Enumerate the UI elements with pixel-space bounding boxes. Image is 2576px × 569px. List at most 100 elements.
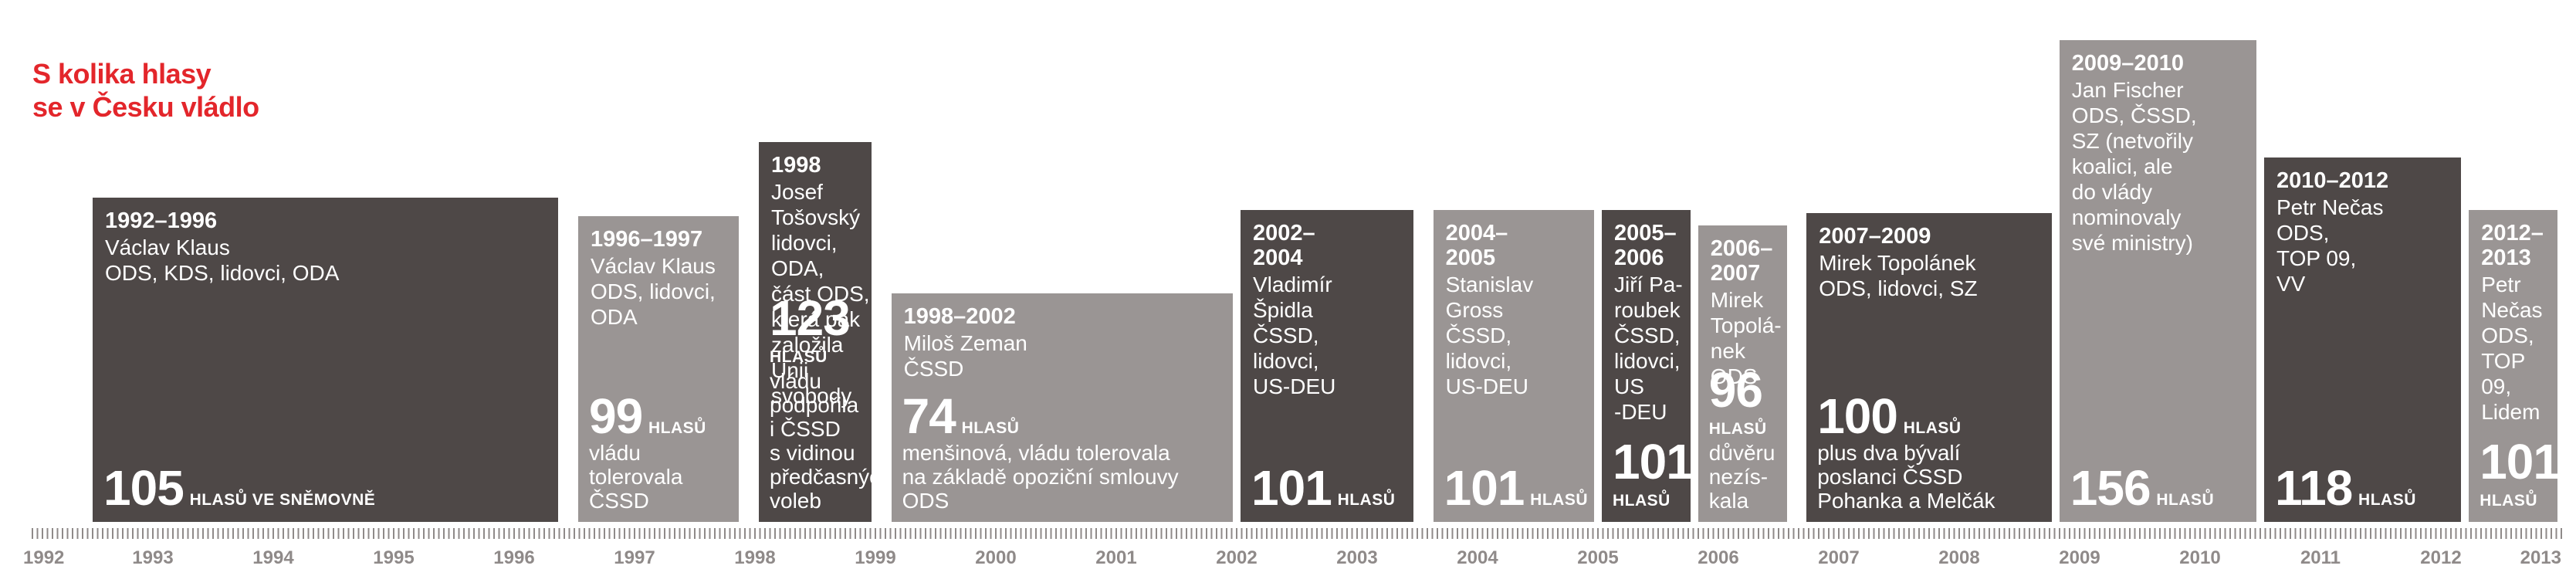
vote-count: 101 HLASŮ — [1444, 463, 1588, 513]
vote-number: 96 — [1708, 362, 1763, 418]
axis-year-label: 1997 — [614, 547, 655, 568]
vote-label: HLASŮ — [1337, 491, 1396, 509]
vote-label: HLASŮ — [1903, 419, 1962, 437]
coalition-parties: ODS — [1710, 364, 1758, 388]
vote-label: HLASŮ — [1530, 491, 1588, 509]
vote-number: 123 — [770, 290, 851, 346]
government-description: Petr Nečas ODS, TOP 09, Lidem — [2481, 272, 2542, 425]
vote-number: 101 — [1251, 460, 1332, 516]
government-years: 2005– 2006 — [1614, 221, 1677, 270]
government-description: Václav Klaus ODS, lidovci, ODA — [591, 253, 716, 330]
vote-count: 101 HLASŮ — [1613, 437, 1691, 513]
vote-note: vládu tolerovala ČSSD — [589, 441, 683, 513]
government-block: 2006– 2007 Mirek Topolá- nek ODS 96 HLASŮ dův… — [1698, 225, 1787, 522]
coalition-parties: ČSSD, lidovci, US -DEU — [1614, 323, 1681, 424]
vote-label: HLASŮ — [961, 419, 1020, 437]
axis-year-label: 2006 — [1698, 547, 1738, 568]
coalition-parties: ODS, lidovci, SZ — [1819, 276, 1978, 300]
government-block: 2009–2010 Jan Fischer ODS, ČSSD, SZ (netvo… — [2059, 40, 2256, 522]
axis-year-label: 2009 — [2059, 547, 2100, 568]
government-block: 1996–1997 Václav Klaus ODS, lidovci, ODA 99… — [578, 216, 740, 522]
chart-title: S kolika hlasy se v Česku vládlo — [32, 57, 259, 124]
government-block: 2002– 2004 Vladimír Špidla ČSSD, lidovci, … — [1241, 210, 1413, 522]
vote-number: 105 — [103, 460, 184, 516]
vote-count: 118 HLASŮ — [2275, 463, 2416, 513]
axis-year-label: 1994 — [252, 547, 294, 568]
coalition-parties: lidovci, ODA, část ODS, která pak založi… — [771, 231, 870, 408]
axis-year-label: 1996 — [493, 547, 534, 568]
government-years: 2007–2009 — [1819, 224, 1931, 249]
axis-year-label: 2003 — [1336, 547, 1377, 568]
axis-year-label: 2005 — [1577, 547, 1618, 568]
government-block: 1998–2002 Miloš Zeman ČSSD 74 HLASŮ menšinov… — [891, 293, 1233, 522]
vote-number: 101 — [1613, 434, 1691, 489]
vote-label: HLASŮ — [770, 348, 828, 366]
axis-year-label: 2004 — [1457, 547, 1498, 568]
prime-minister: Jan Fischer — [2071, 78, 2184, 102]
government-years: 2009–2010 — [2071, 51, 2184, 76]
government-block: 2010–2012 Petr Nečas ODS, TOP 09, VV 118 HL… — [2264, 157, 2462, 522]
government-years: 1998–2002 — [903, 304, 1016, 329]
prime-minister: Vladimír Špidla — [1253, 273, 1332, 322]
vote-number: 156 — [2070, 460, 2151, 516]
axis-year-label: 2000 — [975, 547, 1016, 568]
axis-year-label: 1999 — [855, 547, 895, 568]
vote-note: menšinová, vládu tolerovala na základě o… — [902, 441, 1179, 513]
government-description: Vladimír Špidla ČSSD, lidovci, US-DEU — [1253, 272, 1335, 399]
government-description: Jiří Pa- roubek ČSSD, lidovci, US -DEU — [1614, 272, 1683, 425]
chart-title-line-1: S kolika hlasy — [32, 58, 212, 90]
prime-minister: Mirek Topolá- nek — [1710, 288, 1782, 363]
axis-year-label: 1993 — [132, 547, 173, 568]
vote-count: 156 HLASŮ — [2070, 463, 2214, 513]
vote-label: HLASŮ — [1708, 420, 1767, 438]
vote-label: HLASŮ VE SNĚMOVNĚ — [189, 491, 376, 509]
vote-label: HLASŮ — [2156, 491, 2215, 509]
government-description: Miloš Zeman ČSSD — [904, 330, 1027, 381]
vote-note: vládu podpořila i ČSSD s vidinou předčas… — [770, 369, 872, 513]
vote-number: 118 — [2275, 460, 2353, 516]
coalition-parties: ČSSD, lidovci, US-DEU — [1253, 323, 1336, 398]
government-years: 2004– 2005 — [1445, 221, 1508, 270]
vote-count: 99 HLASŮ vládu tolerovala ČSSD — [589, 391, 706, 513]
coalition-parties: ODS, TOP 09, VV — [2276, 221, 2357, 296]
government-description: Josef Tošovský lidovci, ODA, část ODS, kt… — [771, 179, 872, 408]
government-description: Václav Klaus ODS, KDS, lidovci, ODA — [105, 235, 339, 286]
vote-count: 100 HLASŮ plus dva bývalí poslanci ČSSD P… — [1817, 391, 1995, 513]
prime-minister: Stanislav Gross — [1445, 273, 1534, 322]
prime-minister: Josef Tošovský — [771, 180, 861, 229]
vote-number: 101 — [1444, 460, 1525, 516]
government-block: 1998 Josef Tošovský lidovci, ODA, část ODS… — [759, 142, 872, 522]
axis-year-label: 2013 — [2520, 547, 2561, 568]
government-block: 2004– 2005 Stanislav Gross ČSSD, lidovci, … — [1433, 210, 1594, 522]
axis-year-label: 2007 — [1818, 547, 1859, 568]
vote-note: důvěru nezís- kala — [1708, 441, 1775, 513]
coalition-parties: ODS, ČSSD, SZ (netvořily koalici, ale do… — [2071, 103, 2197, 255]
vote-number: 100 — [1817, 388, 1898, 444]
government-years: 1996–1997 — [591, 227, 703, 252]
government-block: 1992–1996 Václav Klaus ODS, KDS, lidovci, … — [93, 198, 559, 522]
coalition-parties: ODS, KDS, lidovci, ODA — [105, 261, 340, 285]
chart-title-line-2: se v Česku vládlo — [32, 91, 259, 123]
prime-minister: Václav Klaus — [105, 235, 230, 259]
government-description: Jan Fischer ODS, ČSSD, SZ (netvořily koal… — [2072, 77, 2197, 256]
government-years: 1998 — [771, 153, 821, 178]
vote-number: 99 — [589, 388, 643, 444]
axis-year-label: 2012 — [2420, 547, 2461, 568]
axis-year-label: 1992 — [23, 547, 64, 568]
vote-label: HLASŮ — [2480, 492, 2538, 510]
axis-year-label: 2002 — [1216, 547, 1257, 568]
vote-label: HLASŮ — [2358, 491, 2416, 509]
government-years: 2006– 2007 — [1710, 236, 1773, 286]
government-years: 1992–1996 — [105, 208, 218, 233]
government-years: 2010–2012 — [2276, 168, 2389, 193]
prime-minister: Mirek Topolánek — [1819, 251, 1976, 275]
prime-minister: Miloš Zeman — [903, 331, 1027, 355]
axis-year-label: 1998 — [734, 547, 775, 568]
axis-year-label: 1995 — [373, 547, 414, 568]
prime-minister: Jiří Pa- roubek — [1614, 273, 1683, 322]
axis-year-label: 2001 — [1095, 547, 1136, 568]
axis-year-label: 2008 — [1938, 547, 1979, 568]
axis-year-label: 2010 — [2179, 547, 2220, 568]
vote-label: HLASŮ — [648, 419, 706, 437]
prime-minister: Petr Nečas — [2481, 273, 2543, 322]
